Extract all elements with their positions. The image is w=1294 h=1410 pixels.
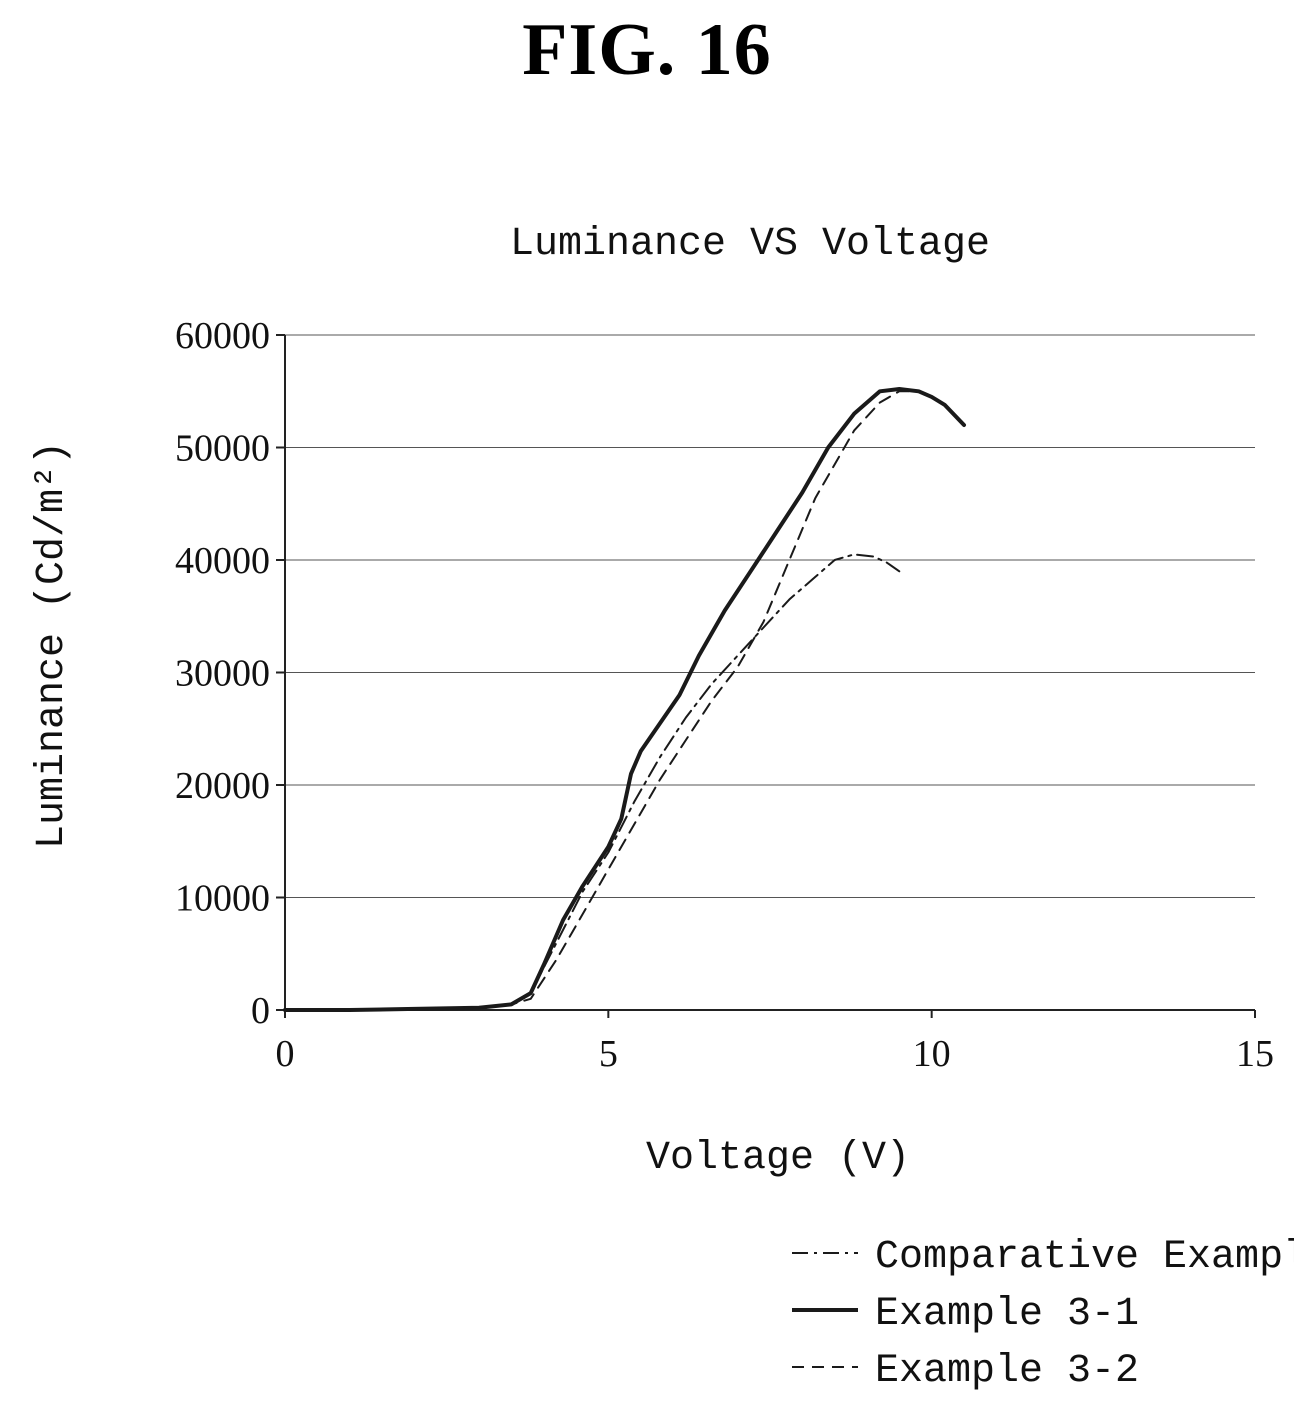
y-tick-label: 40000 — [175, 540, 270, 582]
series-line-3 — [284, 390, 965, 1011]
chart-title: Luminance VS Voltage — [510, 222, 990, 267]
legend: Comparative Example 3 Example 3-1 Example … — [792, 1235, 1294, 1394]
x-tick-label: 0 — [276, 1033, 295, 1075]
series-line-2 — [283, 387, 966, 1012]
y-tick-label: 20000 — [175, 765, 270, 807]
legend-label: Comparative Example 3 — [875, 1235, 1294, 1280]
legend-label: Example 3-2 — [875, 1349, 1139, 1394]
y-axis-label: Luminance (Cd/m²) — [30, 441, 75, 849]
series-lines — [283, 387, 966, 1012]
x-tick-label: 5 — [599, 1033, 618, 1075]
gridlines — [285, 334, 1255, 898]
x-tick-label: 10 — [913, 1033, 951, 1075]
x-tick-label: 15 — [1236, 1033, 1274, 1075]
y-tick-label: 0 — [251, 990, 270, 1032]
y-tick-label: 10000 — [175, 878, 270, 920]
legend-label: Example 3-1 — [875, 1292, 1139, 1337]
series-line-1 — [284, 553, 901, 1011]
y-tick-label: 60000 — [175, 315, 270, 357]
figure-label: FIG. 16 — [522, 9, 772, 91]
y-tick-label: 30000 — [175, 653, 270, 695]
axes: 0 10000 20000 30000 40000 50000 60000 0 5 10 15 — [175, 315, 1274, 1075]
y-tick-label: 50000 — [175, 428, 270, 470]
x-axis-label: Voltage (V) — [646, 1136, 910, 1181]
